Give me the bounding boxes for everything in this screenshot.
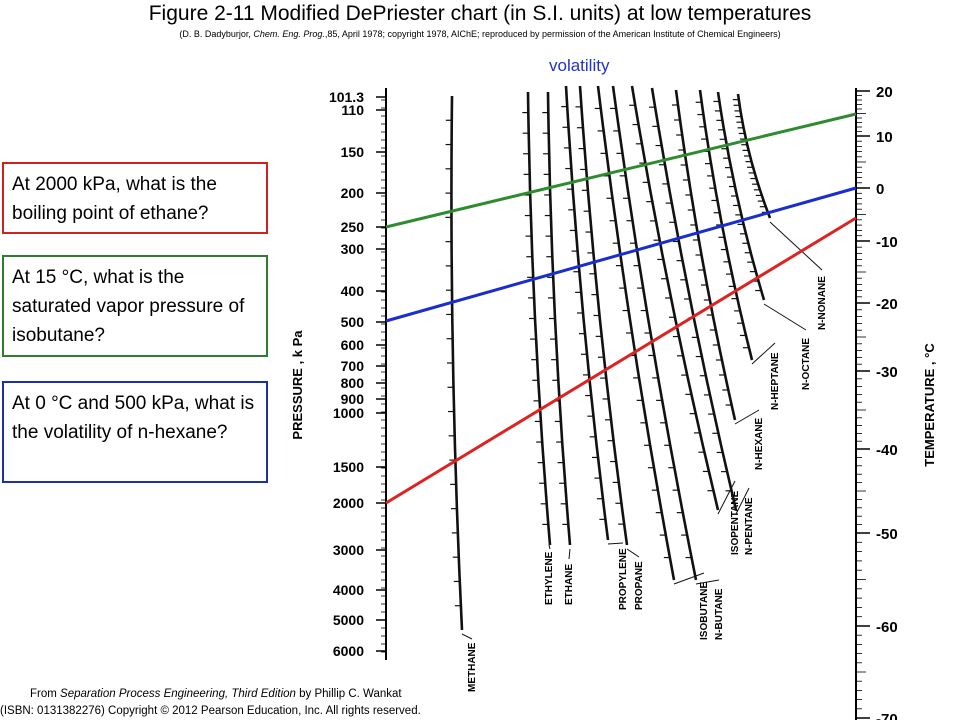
k-value-curve — [596, 85, 676, 581]
temperature-tick-label: -40 — [876, 442, 898, 459]
component-leader-line — [673, 572, 705, 585]
pressure-tick-label: 200 — [341, 185, 365, 201]
component-leader-line — [607, 542, 624, 545]
component-leader-line — [735, 487, 750, 515]
component-label: PROPANE — [634, 561, 645, 610]
pressure-tick-label: 3000 — [333, 542, 364, 558]
pressure-tick-label: 600 — [341, 337, 365, 353]
component-leader-line — [763, 303, 807, 331]
component-leader-line — [548, 544, 551, 550]
question-ethane-boiling-point: At 2000 kPa, what is the boiling point o… — [2, 162, 268, 234]
pressure-tick-label: 4000 — [333, 582, 364, 598]
k-value-curve — [578, 85, 629, 546]
temperature-tick-label: 0 — [876, 181, 884, 198]
temperature-axis-label: TEMPERATURE , °C — [922, 343, 937, 467]
component-label: N-BUTANE — [714, 588, 725, 640]
temperature-tick-label: -60 — [876, 619, 898, 636]
source-prefix: From — [30, 688, 61, 700]
temperature-tick-label: -10 — [876, 234, 898, 251]
pressure-tick-label: 700 — [341, 358, 365, 374]
component-label: N-PENTANE — [744, 497, 755, 555]
copyright-notice: (ISBN: 0131382276) Copyright © 2012 Pear… — [0, 705, 421, 717]
component-label: N-OCTANE — [801, 338, 812, 390]
component-leader-line — [734, 409, 760, 425]
k-value-curve — [650, 87, 738, 511]
pressure-tick-label: 2000 — [333, 495, 364, 511]
temperature-tick-labels: 20 10 0 -10 -20 -30 -40 -50 -60 -70 — [856, 84, 898, 720]
pressure-tick-label: 300 — [341, 241, 365, 257]
citation-rest: ,85, April 1978; copyright 1978, AIChE; … — [324, 29, 781, 39]
k-value-curve — [674, 89, 737, 421]
green-line — [385, 112, 857, 229]
temperature-tick-label: -50 — [876, 526, 898, 543]
component-label: N-HEPTANE — [770, 352, 781, 410]
pressure-tick-label: 150 — [341, 144, 365, 160]
component-leader-line — [626, 548, 640, 558]
component-leader-line — [695, 579, 720, 585]
k-value-curve — [450, 95, 464, 631]
component-label: METHANE — [467, 642, 478, 692]
temperature-tick-label: 10 — [876, 129, 893, 146]
source-book: Separation Process Engineering, Third Ed… — [60, 688, 296, 700]
temperature-tick-label: -20 — [876, 296, 898, 313]
k-value-curve — [564, 85, 610, 541]
component-leader-line — [769, 221, 823, 271]
component-label: PROPYLENE — [618, 548, 629, 610]
figure-citation: (D. B. Dadyburjor, Chem. Eng. Prog.,85, … — [0, 29, 960, 39]
pressure-tick-label: 1500 — [333, 459, 364, 475]
component-label: N-HEXANE — [754, 417, 765, 470]
pressure-tick-label: 110 — [341, 102, 364, 118]
blue-line — [385, 186, 857, 323]
component-leader-line — [751, 342, 776, 365]
component-label: ETHANE — [564, 564, 575, 605]
figure-title: Figure 2-11 Modified DePriester chart (i… — [148, 2, 812, 25]
volatility-label: volatility — [549, 56, 610, 75]
pressure-tick-label: 800 — [341, 375, 365, 391]
pressure-tick-label: 101.3 — [329, 89, 364, 105]
red-line — [385, 216, 857, 505]
pressure-tick-label: 5000 — [333, 612, 364, 628]
component-label: N-NONANE — [817, 276, 828, 330]
k-value-curve — [611, 85, 698, 581]
question-hexane-volatility: At 0 °C and 500 kPa, what is the volatil… — [2, 381, 268, 483]
pressure-tick-label: 900 — [341, 391, 365, 407]
component-leader-line — [461, 633, 473, 640]
source-credit: From Separation Process Engineering, Thi… — [30, 688, 550, 700]
pressure-tick-label: 500 — [341, 314, 365, 330]
citation-journal: Chem. Eng. Prog. — [253, 29, 325, 39]
citation-prefix: (D. B. Dadyburjor, — [179, 29, 254, 39]
temperature-tick-label: 20 — [876, 84, 893, 101]
pressure-tick-label: 250 — [341, 219, 365, 235]
question-isobutane-vapor-pressure: At 15 °C, what is the saturated vapor pr… — [2, 255, 268, 357]
component-curves: METHANE ETHYLENE ETHANE PROPYLENE PROPANE ISO… — [445, 85, 828, 692]
component-leader-line — [717, 480, 736, 515]
k-value-curve — [736, 93, 772, 219]
pressure-axis-label: PRESSURE , k Pa — [290, 330, 305, 440]
component-label: ISOPENTANE — [730, 490, 741, 555]
temperature-tick-label: -30 — [876, 364, 898, 381]
component-leader-line — [568, 548, 571, 560]
source-suffix: by Phillip C. Wankat — [295, 688, 402, 700]
component-label: ETHYLENE — [544, 551, 555, 605]
pressure-tick-label: 400 — [341, 283, 365, 299]
k-value-curve — [716, 91, 766, 301]
k-value-curve — [630, 85, 720, 511]
component-label: ISOBUTANE — [699, 582, 710, 640]
pressure-tick-label: 1000 — [333, 405, 364, 421]
temperature-tick-label: -70 — [876, 711, 898, 720]
pressure-tick-label: 6000 — [333, 643, 364, 659]
